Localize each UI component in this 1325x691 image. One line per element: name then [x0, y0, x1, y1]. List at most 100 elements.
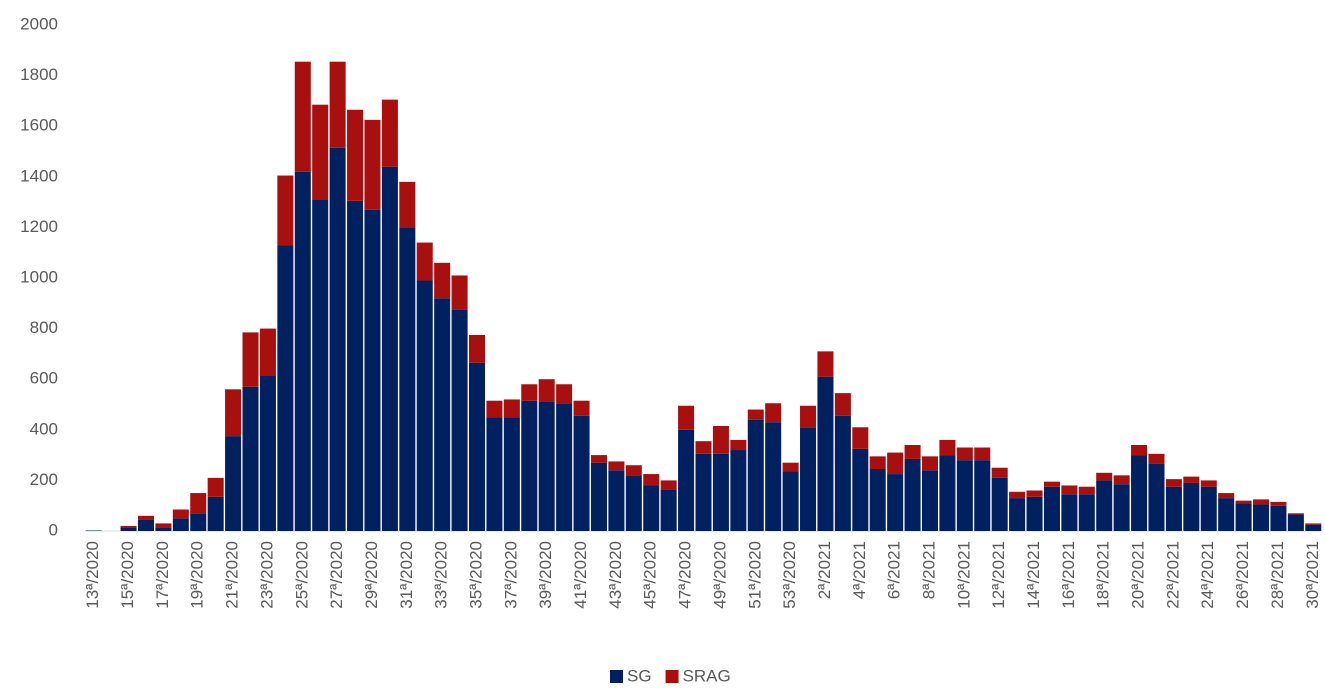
bar-segment [1253, 504, 1270, 531]
bar-segment [207, 496, 224, 531]
bar-segment [956, 447, 973, 461]
bar-segment [1061, 485, 1078, 495]
bar-segment [1287, 513, 1304, 515]
bar-segment [1131, 455, 1148, 531]
y-tick-label: 0 [49, 520, 58, 539]
bar-segment [887, 452, 904, 475]
bar-segment [556, 403, 573, 531]
bar-segment [678, 429, 695, 531]
bar-segment [416, 242, 433, 281]
bar-segment [782, 462, 799, 472]
bar-segment [974, 460, 991, 531]
bar-segment [347, 109, 364, 201]
y-tick-label: 1000 [20, 267, 58, 286]
bar-segment [834, 415, 851, 531]
x-tick-label: 8ª/2021 [919, 541, 938, 599]
x-tick-label: 18ª/2021 [1094, 541, 1113, 609]
bar-segment [259, 328, 276, 376]
bar-segment [1165, 479, 1182, 487]
bar-segment [416, 280, 433, 531]
bar-segment [1148, 453, 1165, 464]
bar-segment [573, 415, 590, 531]
bar-segment [747, 409, 764, 420]
bar-segment [225, 389, 242, 437]
bar-segment [1183, 476, 1200, 483]
bar-segment [782, 471, 799, 531]
bar-segment [869, 469, 886, 531]
x-tick-label: 53ª/2020 [780, 541, 799, 609]
bar-segment [1096, 472, 1113, 481]
bar-segment [1287, 514, 1304, 531]
y-tick-label: 200 [30, 470, 58, 489]
bar-segment [1026, 490, 1043, 497]
bar-segment [695, 441, 712, 454]
x-tick-label: 21ª/2020 [223, 541, 242, 609]
bar-segment [625, 475, 642, 531]
bar-segment [991, 477, 1008, 531]
bar-segment [277, 245, 294, 532]
y-tick-label: 1400 [20, 166, 58, 185]
bar-segment [1113, 475, 1130, 485]
bar-segment [1078, 486, 1095, 495]
bar-segment [1200, 486, 1217, 531]
x-tick-label: 4ª/2021 [850, 541, 869, 599]
bar-segment [590, 455, 607, 463]
bar-segment [364, 209, 381, 531]
bar-segment [730, 439, 747, 451]
bar-segment [887, 474, 904, 531]
bar-segment [538, 379, 555, 402]
bar-segment [939, 455, 956, 531]
x-tick-label: 29ª/2020 [362, 541, 381, 609]
bar-segment [869, 456, 886, 470]
y-tick-label: 1600 [20, 116, 58, 135]
bar-segment [660, 489, 677, 531]
bar-segment [800, 427, 817, 531]
bar-segment [991, 467, 1008, 478]
x-tick-label: 15ª/2020 [118, 541, 137, 609]
bar-segment [1009, 498, 1026, 531]
x-tick-label: 35ª/2020 [466, 541, 485, 609]
y-tick-label: 1200 [20, 217, 58, 236]
bar-segment [172, 509, 189, 519]
bar-segment [974, 447, 991, 461]
bar-segment [381, 166, 398, 531]
bar-segment [643, 485, 660, 531]
bar-segment [190, 493, 207, 514]
bar-segment [486, 417, 503, 531]
bar-segment [468, 362, 486, 531]
bar-segment [1253, 499, 1270, 505]
bar-segment [678, 405, 695, 430]
legend-label: SG [627, 666, 652, 685]
bar-segment [1200, 480, 1217, 487]
bar-segment [503, 417, 520, 531]
bar-segment [242, 386, 259, 531]
bar-segment [921, 456, 939, 471]
bar-segment [1183, 482, 1200, 531]
bar-segment [434, 298, 451, 531]
bar-segment [85, 530, 102, 531]
bar-segment [834, 393, 851, 416]
bar-segment [137, 515, 154, 520]
bar-segment [1043, 486, 1060, 531]
bar-segment [852, 448, 869, 531]
bar-segment [1270, 501, 1287, 506]
x-tick-label: 25ª/2020 [292, 541, 311, 609]
bar-segment [643, 474, 660, 486]
bar-segment [294, 171, 311, 532]
bar-segment [503, 399, 520, 418]
x-tick-label: 2ª/2021 [815, 541, 834, 599]
bar-segment [225, 436, 242, 531]
bar-segment [486, 400, 503, 418]
x-tick-label: 26ª/2021 [1233, 541, 1252, 609]
legend-swatch [610, 670, 623, 683]
bar-segment [207, 477, 224, 497]
bar-segment [347, 200, 364, 531]
bar-segment [1043, 481, 1060, 487]
bar-segment [259, 375, 276, 531]
x-tick-label: 16ª/2021 [1059, 541, 1078, 609]
x-tick-label: 41ª/2020 [571, 541, 590, 609]
bar-segment [1131, 444, 1148, 456]
bar-segment [155, 527, 172, 531]
bar-segment [120, 527, 137, 531]
